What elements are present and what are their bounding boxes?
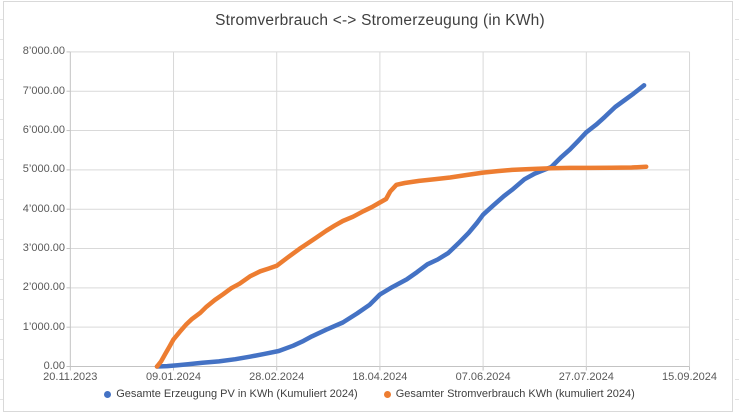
- spreadsheet-edge-right: [735, 0, 739, 414]
- y-axis-label: 7’000.00: [22, 84, 65, 97]
- x-axis-label: 09.01.2024: [145, 371, 202, 383]
- legend-label-erzeugung-pv: Gesamte Erzeugung PV in KWh (Kumuliert 2…: [116, 388, 358, 400]
- x-axis-label: 07.06.2024: [455, 371, 511, 383]
- legend-item-stromverbrauch[interactable]: Gesamter Stromverbrauch KWh (kumuliert 2…: [383, 388, 635, 400]
- y-axis-label: 1’000.00: [22, 320, 65, 333]
- x-axis-label: 20.11.2023: [43, 371, 98, 383]
- legend-marker-erzeugung-pv-icon: [104, 390, 112, 398]
- y-axis-label: 5’000.00: [22, 163, 65, 176]
- legend-marker-stromverbrauch-icon: [383, 390, 391, 398]
- series-line-stromverbrauch[interactable]: [154, 164, 649, 369]
- x-axis-label: 18.04.2024: [352, 371, 408, 383]
- y-axis-label: 3’000.00: [22, 242, 65, 255]
- legend-label-stromverbrauch: Gesamter Stromverbrauch KWh (kumuliert 2…: [395, 388, 635, 400]
- legend: Gesamte Erzeugung PV in KWh (Kumuliert 2…: [0, 388, 739, 400]
- y-axis-label: 2’000.00: [22, 281, 65, 294]
- x-axis-label: 15.09.2024: [661, 371, 718, 383]
- y-axis-label: 6’000.00: [22, 124, 65, 137]
- spreadsheet-edge-left: [0, 0, 3, 414]
- y-axis-label: 4’000.00: [22, 202, 65, 215]
- series-line-erzeugung-pv[interactable]: [154, 83, 647, 369]
- y-axis-label: 8’000.00: [22, 45, 65, 58]
- y-axis-label: 0.00: [43, 360, 65, 372]
- chart-title[interactable]: Stromverbrauch <-> Stromerzeugung (in KW…: [215, 12, 545, 29]
- x-axis-label: 28.02.2024: [249, 371, 305, 383]
- x-axis-label: 27.07.2024: [558, 371, 614, 383]
- legend-item-erzeugung-pv[interactable]: Gesamte Erzeugung PV in KWh (Kumuliert 2…: [104, 388, 358, 400]
